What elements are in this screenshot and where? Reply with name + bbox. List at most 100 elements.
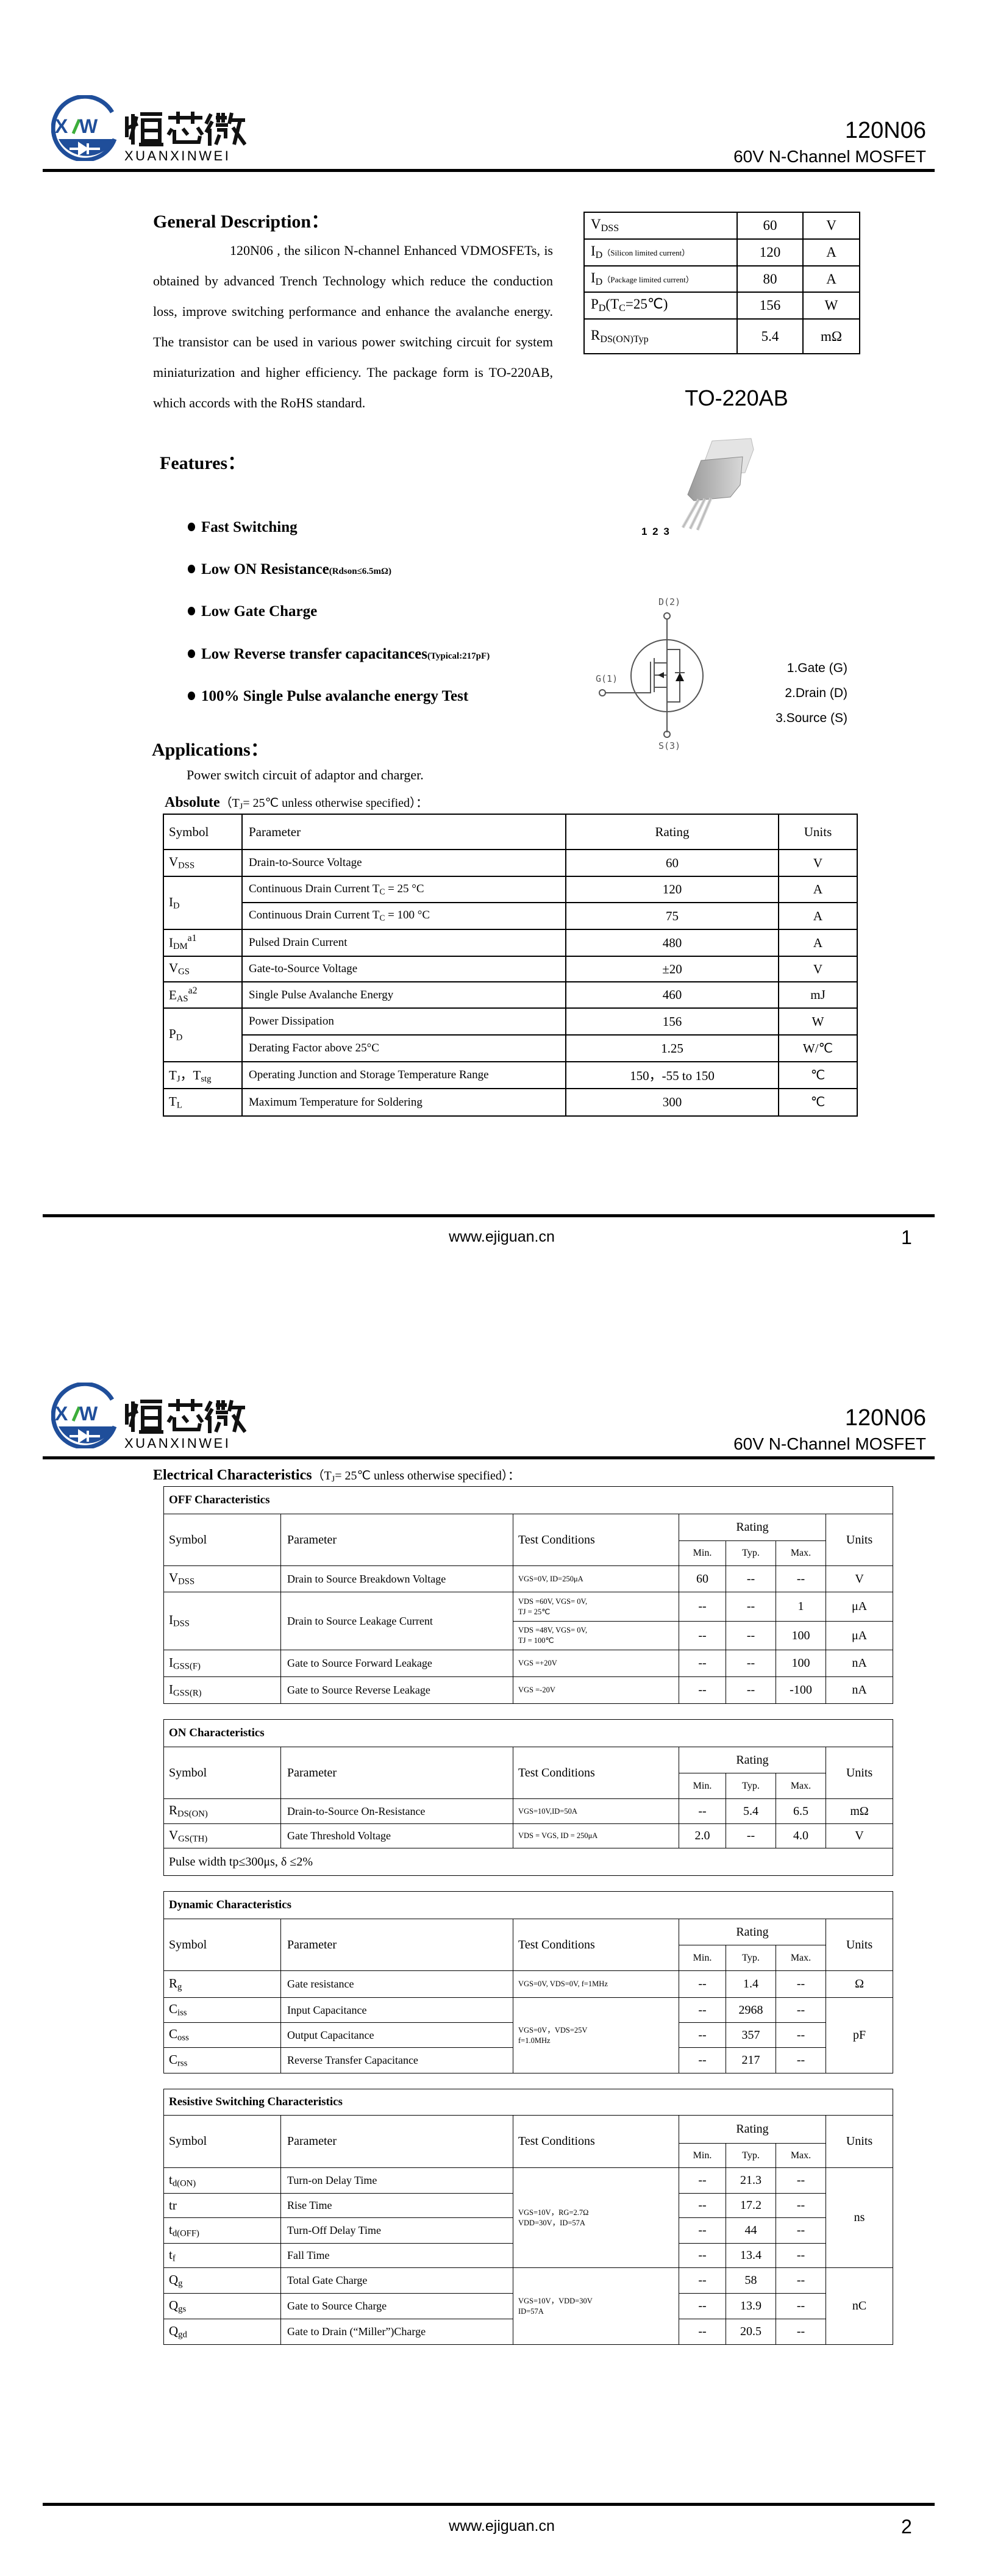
units-cell: W/℃: [778, 1034, 858, 1062]
max-cell: --: [776, 2167, 826, 2194]
typ-cell: 5.4: [726, 1798, 776, 1824]
pin-legend-source: 3.Source (S): [776, 711, 847, 725]
unit-cell: mΩ: [802, 318, 860, 354]
table-header-row: Symbol Parameter Test Conditions Rating Unit…: [163, 1747, 894, 1799]
bullet-icon: [188, 565, 195, 573]
feature-item: Low Gate Charge: [188, 603, 317, 620]
max-cell: --: [776, 2047, 826, 2073]
rating-cell: 156: [565, 1007, 779, 1036]
units-cell: ns: [825, 2167, 894, 2268]
text-part: R: [169, 1803, 178, 1818]
subscript: C: [379, 887, 385, 896]
subscript: DS(ON)Typ: [600, 334, 649, 345]
test-conditions-cell: VGS=0V, ID=250μA: [513, 1565, 679, 1592]
header-symbol: Symbol: [163, 1747, 281, 1799]
text-part: t: [169, 2247, 173, 2262]
units-cell: μA: [825, 1621, 894, 1650]
units-cell: nC: [825, 2267, 894, 2345]
unit-cell: V: [802, 212, 860, 240]
subscript: GSS(R): [173, 1688, 202, 1698]
text-part: I: [591, 243, 596, 259]
footer-url[interactable]: www.ejiguan.cn: [449, 1228, 555, 1245]
parameter-cell: Drain-to-Source Voltage: [241, 849, 566, 877]
header-symbol: Symbol: [163, 1919, 281, 1971]
text-part: T: [169, 1068, 177, 1083]
parameter-cell: Single Pulse Avalanche Energy: [241, 981, 566, 1009]
min-cell: --: [679, 1592, 726, 1622]
table-title-row: Dynamic Characteristics: [163, 1891, 894, 1919]
text-part: I: [591, 270, 596, 285]
min-cell: --: [679, 2167, 726, 2194]
table-row: PD(TC=25℃) 156 W: [583, 292, 860, 320]
header-parameter: Parameter: [280, 1747, 513, 1799]
table-row: Qgs Gate to Source Charge -- 13.9 --: [163, 2293, 893, 2319]
test-conditions-cell: VDS = VGS, ID = 250μA: [513, 1823, 679, 1848]
subscript: d(OFF): [172, 2228, 199, 2239]
subscript: C: [619, 303, 626, 314]
subscript: gd: [178, 2330, 187, 2340]
header-min: Min.: [679, 1945, 726, 1971]
table-row: Derating Factor above 25°C 1.25 W/℃: [163, 1034, 858, 1062]
typ-cell: --: [726, 1621, 776, 1650]
subscript: oss: [177, 2033, 189, 2043]
symbol-cell: td(OFF): [163, 2217, 281, 2244]
min-cell: 2.0: [679, 1823, 726, 1848]
max-cell: --: [776, 2243, 826, 2268]
table-row: IGSS(F) Gate to Source Forward Leakage VGS…: [163, 1650, 894, 1677]
text-part: t: [169, 2172, 173, 2187]
units-cell: A: [778, 876, 858, 903]
table-header-row: Min. Typ. Max.: [164, 1945, 893, 1971]
text-part: = 25℃ unless otherwise specified）：: [335, 1469, 520, 1483]
parameter-cell: Power Dissipation: [241, 1007, 566, 1036]
table-title-row: OFF Characteristics: [163, 1486, 894, 1514]
header-test: Test Conditions: [513, 2115, 679, 2168]
symbol-cell: EASa2: [163, 981, 243, 1009]
symbol-cell: TJ，Tstg: [163, 1061, 243, 1089]
max-cell: --: [776, 2293, 826, 2319]
footer-url[interactable]: www.ejiguan.cn: [449, 2517, 555, 2535]
logo-cn-wordmark-icon: [124, 1399, 246, 1434]
absolute-ratings-table: Symbol Parameter Rating Units VDSS Drain-to-S…: [163, 814, 858, 1117]
table-row: td(OFF) Turn-Off Delay Time -- 44 --: [163, 2217, 893, 2244]
parameter-cell: Gate Threshold Voltage: [280, 1823, 513, 1848]
text-part: I: [169, 1655, 173, 1670]
text-part: R: [169, 1975, 178, 1991]
symbol-cell: Qgd: [163, 2319, 281, 2345]
max-cell: 1: [776, 1592, 826, 1622]
header-rating: Rating: [679, 2115, 826, 2144]
typ-cell: --: [726, 1565, 776, 1592]
symbol-cell: RDS(ON): [163, 1798, 281, 1824]
header-typ: Typ.: [726, 1540, 776, 1566]
bullet-icon: [188, 692, 195, 700]
symbol-cell: PD(TC=25℃): [583, 292, 738, 320]
subscript: D: [598, 303, 606, 314]
typ-cell: 17.2: [726, 2193, 776, 2218]
pin-legend-drain: 2.Drain (D): [785, 686, 847, 700]
package-pin-numbers: 1 2 3: [641, 526, 671, 537]
table-row: VGS(TH) Gate Threshold Voltage VDS = VGS, …: [163, 1823, 894, 1848]
symbol-cell: VDSS: [583, 212, 738, 240]
test-conditions-cell: VGS=0V, VDS=0V, f=1MHz: [513, 1970, 679, 1998]
parameter-cell: Maximum Temperature for Soldering: [241, 1088, 566, 1117]
text-part: ，T: [180, 1068, 201, 1083]
table-row: RDS(ON) Drain-to-Source On-Resistance VGS=…: [163, 1798, 894, 1824]
subscript: L: [176, 1100, 182, 1111]
feature-text: Fast Switching: [201, 519, 298, 535]
symbol-cell: Crss: [163, 2047, 281, 2073]
pin-legend-gate: 1.Gate (G): [786, 661, 847, 675]
max-cell: --: [776, 2217, 826, 2244]
text-part: V: [169, 1570, 179, 1586]
min-cell: 60: [679, 1565, 726, 1592]
subscript: iss: [177, 2008, 187, 2018]
subscript: GS(TH): [178, 1834, 208, 1844]
header-divider: [43, 169, 935, 172]
subscript: AS: [176, 994, 188, 1004]
text-part: = 25 °C: [385, 882, 424, 895]
subscript: C: [379, 913, 385, 923]
feature-text: Low Reverse transfer capacitances: [201, 646, 427, 662]
max-cell: -100: [776, 1676, 826, 1704]
feature-text: 100% Single Pulse avalanche energy Test: [201, 688, 469, 704]
symbol-cell: IDMa1: [163, 929, 243, 957]
typ-cell: 13.4: [726, 2243, 776, 2268]
text-part: V: [169, 854, 179, 870]
